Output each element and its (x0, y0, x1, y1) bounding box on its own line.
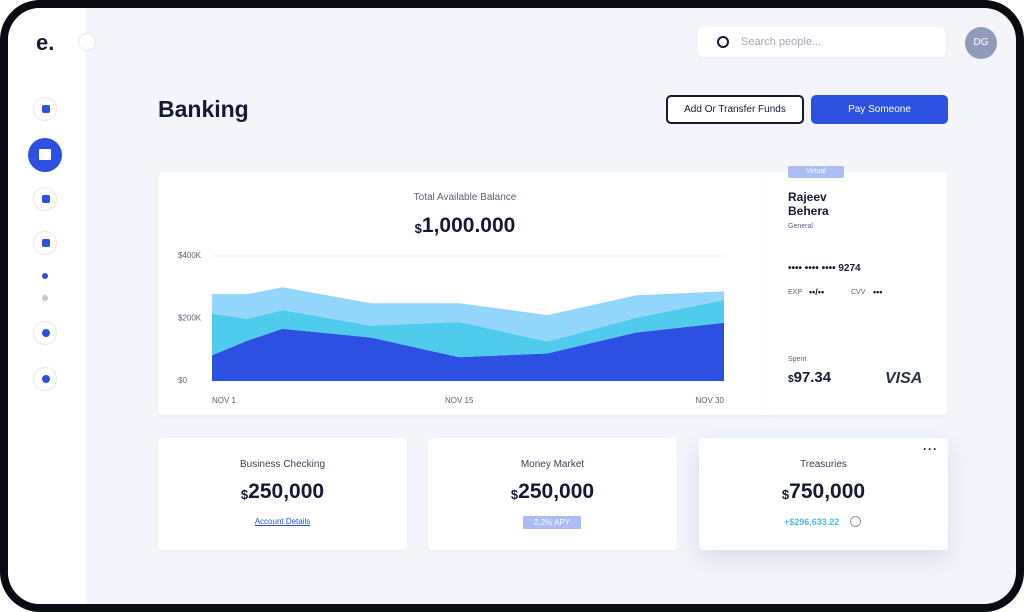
nav-dot (42, 273, 48, 279)
card-brand: VISA (885, 370, 923, 387)
account-amount: $750,000 (699, 480, 948, 504)
nav-bank-active[interactable] (28, 138, 62, 172)
account-panel: Money Market $250,000 2.2% APY (428, 438, 677, 550)
nav-dot (42, 295, 48, 301)
x-tick-label: NOV 30 (696, 396, 725, 405)
currency: $ (510, 487, 519, 502)
x-tick-label: NOV 15 (445, 396, 474, 405)
area-series (212, 287, 724, 342)
logo: e. (36, 30, 55, 55)
sidebar: e. (8, 8, 96, 604)
search-icon (717, 36, 729, 48)
y-tick-label: $400K (178, 251, 202, 260)
search-box[interactable]: Search people... (698, 27, 946, 57)
balance-label: Total Available Balance (413, 192, 517, 203)
page-title: Banking (158, 96, 249, 122)
balance-panel: Total Available Balance $1,000.000 $0 $20… (158, 172, 772, 415)
nav-clock[interactable] (33, 321, 57, 345)
nav-user[interactable] (33, 187, 57, 211)
search-placeholder: Search people... (741, 36, 822, 48)
info-icon[interactable] (850, 516, 861, 527)
amount: 750,000 (789, 480, 866, 503)
currency: $ (781, 487, 790, 502)
nav-dollar[interactable] (33, 231, 57, 255)
virtual-tag: Virtual (788, 166, 844, 178)
account-name: Business Checking (239, 459, 326, 470)
area-series (212, 322, 724, 381)
balance-chart: $0 $200K $400K NOV 1 NOV 15 NOV 30 (178, 251, 725, 405)
nav-settings[interactable] (33, 367, 57, 391)
card-holder: Rajeev Behera (788, 190, 829, 218)
nav-profile[interactable] (33, 97, 57, 121)
change: +$296,633.22 (784, 517, 840, 527)
card-panel: Virtual Rajeev Behera General •••• •••• … (767, 166, 947, 415)
pay-button[interactable]: Pay Someone (811, 95, 948, 124)
exp-label: EXP (788, 289, 803, 296)
cvv-label: CVV (851, 289, 866, 296)
account-amount: $250,000 (428, 480, 677, 504)
amount: 250,000 (518, 480, 595, 503)
balance-amount: $1,000.000 (158, 214, 772, 238)
card-number: •••• •••• •••• 9274 (788, 263, 861, 274)
x-tick-label: NOV 1 (212, 396, 237, 405)
card-kind: General (788, 223, 813, 230)
account-name: Treasuries (800, 459, 847, 470)
y-tick-label: $200K (178, 314, 202, 323)
more-menu[interactable]: ··· (923, 442, 938, 456)
currency: $ (788, 374, 794, 385)
currency: $ (240, 487, 249, 502)
account-panel: Business Checking $250,000 Account Detai… (158, 438, 407, 550)
spent-label: Spent (788, 356, 807, 363)
apy-badge: 2.2% APY (523, 516, 581, 529)
transfer-button[interactable]: Add Or Transfer Funds (666, 95, 804, 124)
cvv: ••• (873, 287, 883, 297)
y-tick-label: $0 (178, 376, 187, 385)
account-link[interactable]: Account Details (254, 517, 311, 526)
collapse-button[interactable] (78, 33, 96, 51)
account-panel: ··· Treasuries $750,000 +$296,633.22 (699, 438, 948, 550)
area-series (212, 300, 724, 358)
currency: $ (414, 221, 422, 236)
account-name: Money Market (520, 459, 585, 470)
amount: 1,000.000 (421, 214, 516, 237)
spent-amount: $97.34 (788, 369, 831, 387)
exp: ••/•• (809, 287, 825, 297)
amount: 250,000 (248, 480, 325, 503)
account-amount: $250,000 (158, 480, 407, 504)
amount: 97.34 (793, 369, 832, 386)
avatar[interactable]: DG (965, 27, 997, 59)
